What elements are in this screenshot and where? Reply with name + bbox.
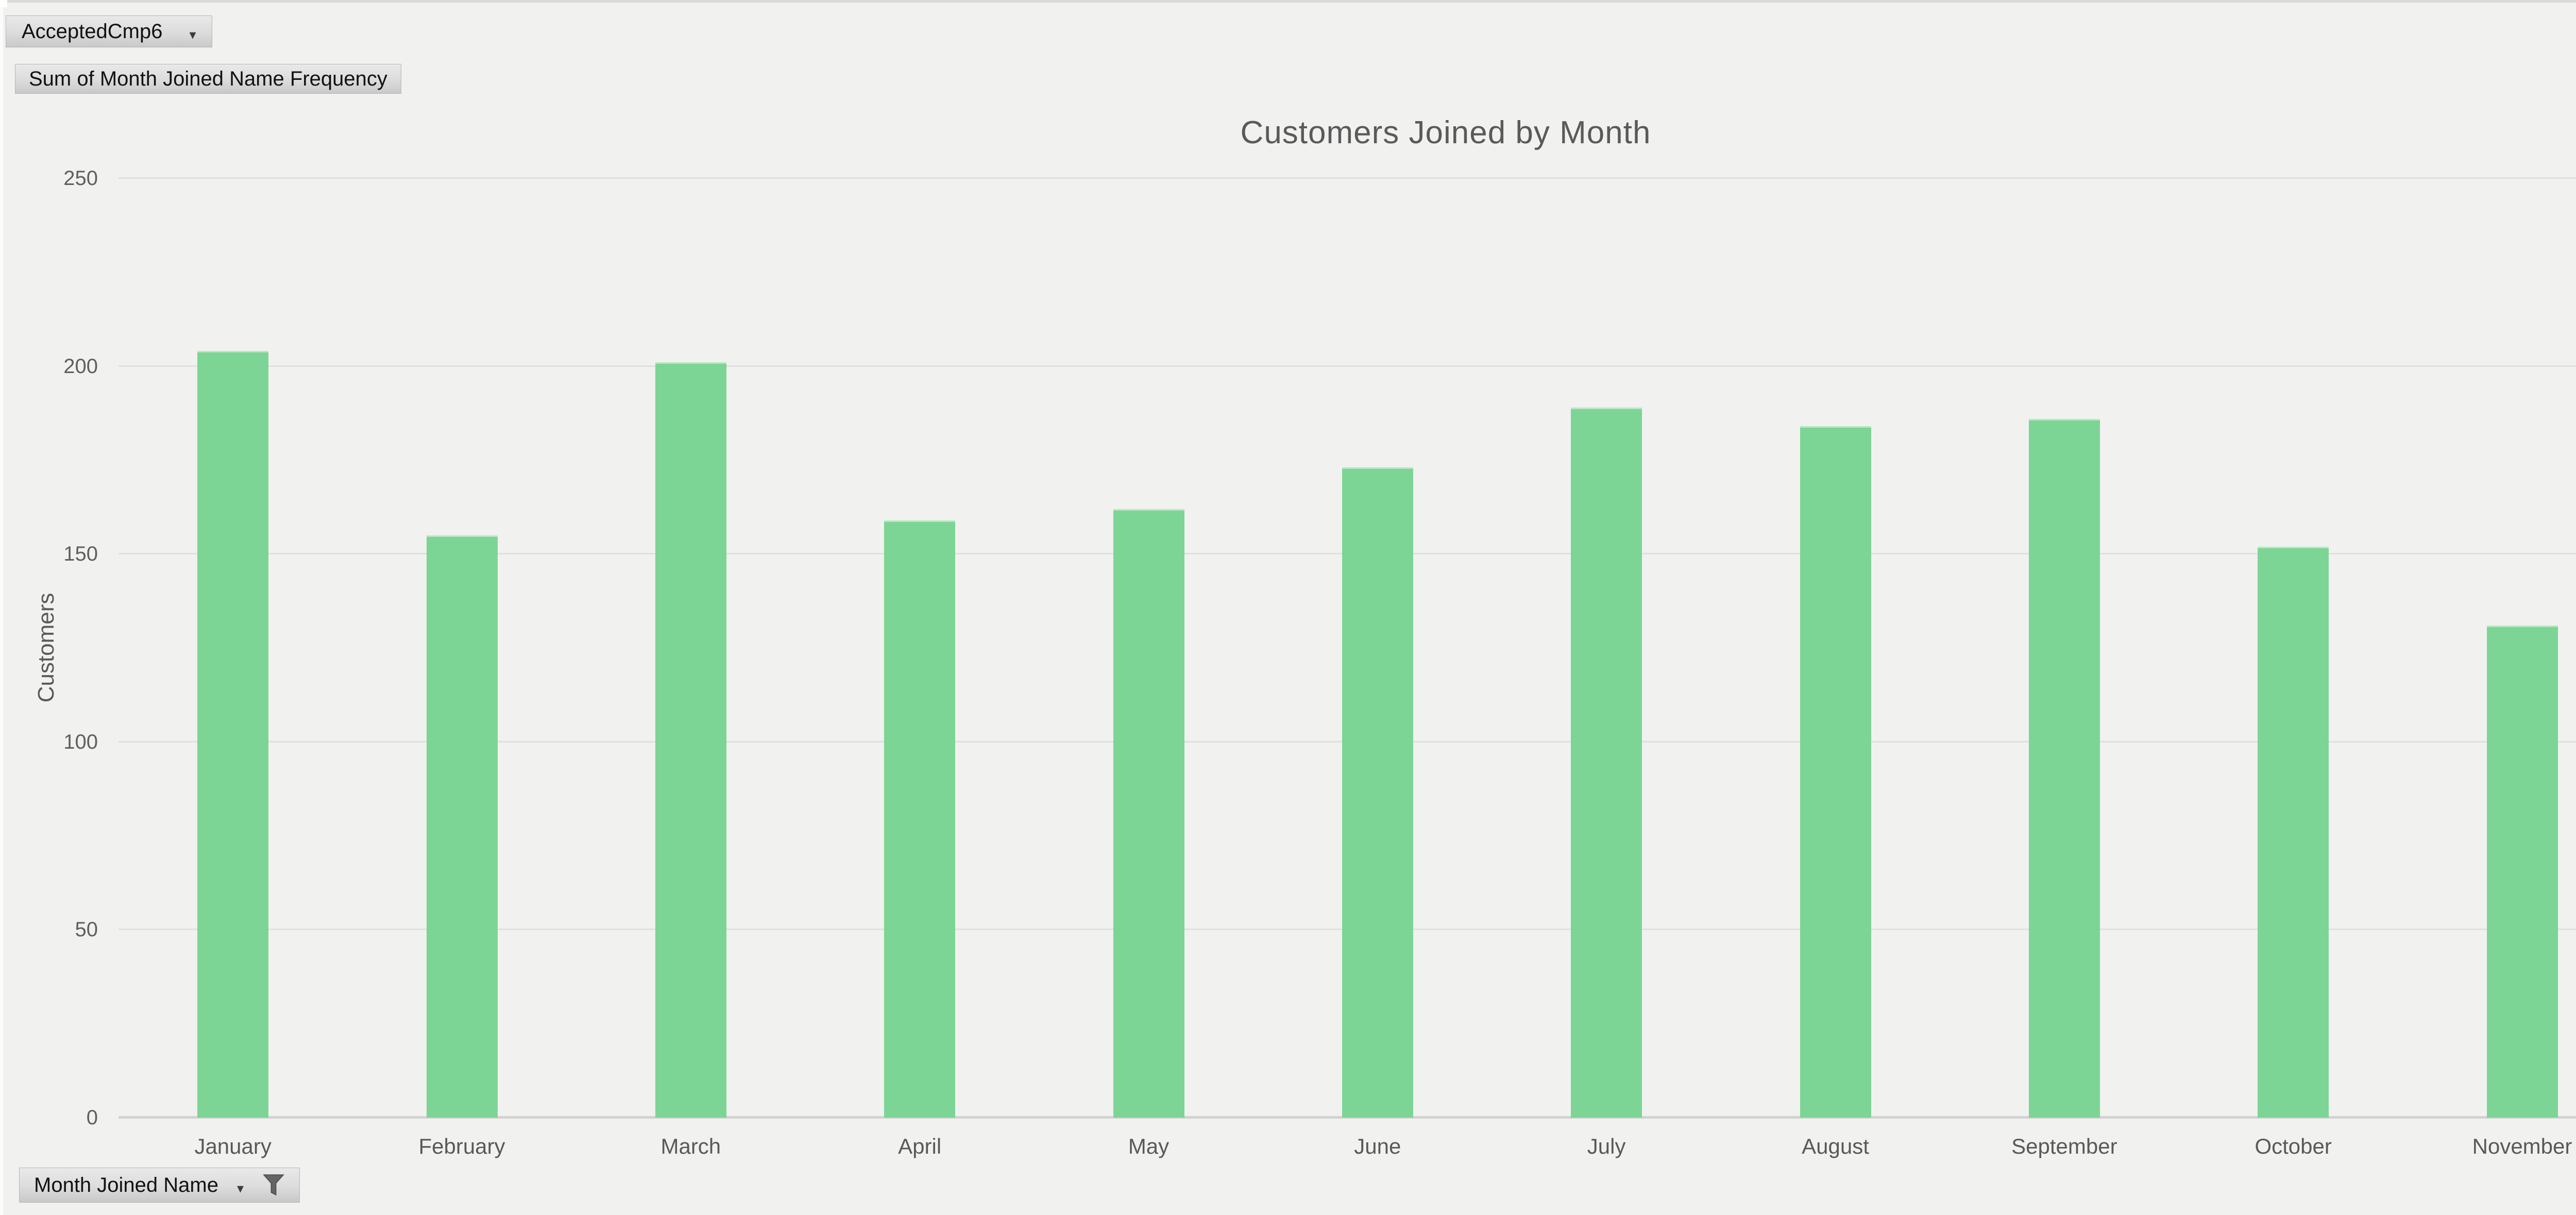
gridline (118, 365, 2576, 367)
x-axis-label: April (898, 1134, 942, 1158)
column-field-button[interactable]: AcceptedCmp6 ▾ (6, 15, 212, 47)
x-axis-label: February (418, 1134, 505, 1158)
column-field-label: AcceptedCmp6 (22, 20, 163, 43)
gridline (118, 177, 2576, 179)
filter-funnel-icon (263, 1174, 284, 1196)
y-axis-title: Customers (33, 593, 59, 703)
x-axis-label: November (2472, 1134, 2572, 1158)
x-axis-label: August (1802, 1134, 1869, 1158)
left-edge-line (0, 0, 3, 1215)
y-tick-label: 0 (86, 1106, 98, 1129)
chevron-down-icon: ▾ (236, 1180, 244, 1196)
chart-title: Customers Joined by Month (1240, 115, 1651, 150)
x-axis-label: May (1128, 1134, 1170, 1158)
bar-january (197, 351, 269, 1118)
bar-april (884, 520, 956, 1118)
x-axis-label: March (660, 1134, 721, 1158)
bar-march (655, 362, 726, 1118)
x-axis-label: September (2011, 1134, 2117, 1158)
y-tick-label: 200 (63, 355, 98, 378)
x-axis-label: July (1587, 1134, 1626, 1158)
bar-june (1342, 467, 1413, 1118)
data-field-label: Sum of Month Joined Name Frequency (29, 68, 387, 90)
x-axis-label: October (2255, 1134, 2332, 1158)
bar-november (2486, 625, 2558, 1118)
data-field-button[interactable]: Sum of Month Joined Name Frequency (15, 64, 401, 94)
row-field-button[interactable]: Month Joined Name ▾ (19, 1168, 300, 1203)
y-tick-label: 150 (63, 543, 98, 566)
y-tick-label: 100 (63, 730, 98, 753)
bar-august (1800, 426, 1871, 1118)
y-tick-label: 50 (75, 918, 98, 941)
x-axis-label: June (1354, 1134, 1401, 1158)
x-axis-label: January (194, 1134, 272, 1158)
y-tick-label: 250 (63, 167, 98, 190)
bar-july (1571, 407, 1642, 1118)
chevron-down-icon: ▾ (189, 27, 196, 42)
bar-october (2258, 546, 2329, 1118)
top-edge-line (0, 0, 2576, 3)
row-field-label: Month Joined Name (34, 1174, 218, 1196)
plot-area: 0 50 100 150 200 250 January February March Apri… (63, 168, 2576, 1158)
bar-may (1113, 509, 1184, 1118)
bar-february (426, 535, 498, 1118)
top-left-corner (0, 0, 7, 7)
bar-september (2028, 418, 2100, 1118)
